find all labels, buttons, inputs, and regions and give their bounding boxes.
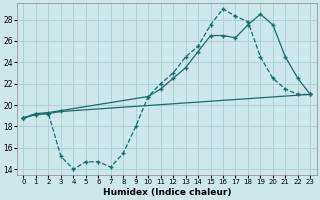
X-axis label: Humidex (Indice chaleur): Humidex (Indice chaleur) <box>103 188 231 197</box>
